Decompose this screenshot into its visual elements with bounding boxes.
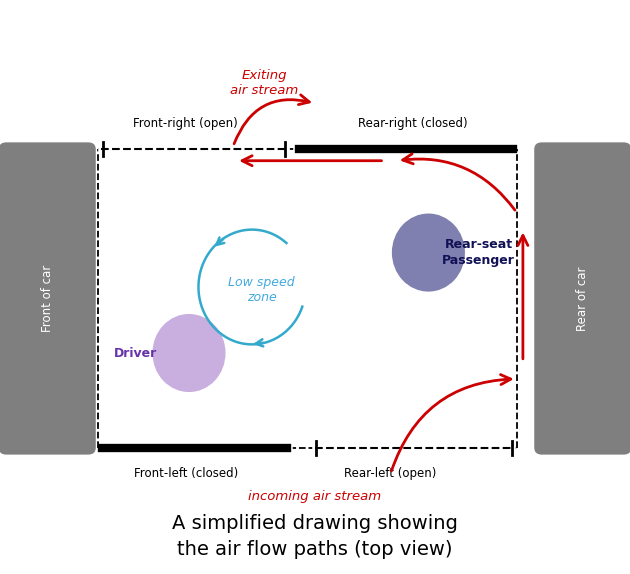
Ellipse shape (152, 314, 226, 392)
Text: Front of car: Front of car (41, 265, 54, 332)
Ellipse shape (392, 214, 465, 292)
Text: Driver: Driver (114, 347, 157, 359)
Text: Exiting
air stream: Exiting air stream (231, 69, 299, 97)
Text: Rear-right (closed): Rear-right (closed) (358, 117, 467, 130)
Text: incoming air stream: incoming air stream (248, 490, 382, 503)
Text: Rear-left (open): Rear-left (open) (345, 467, 437, 480)
Text: Rear-seat
Passenger: Rear-seat Passenger (442, 238, 515, 267)
Text: Rear of car: Rear of car (576, 266, 589, 331)
FancyBboxPatch shape (0, 142, 96, 455)
FancyBboxPatch shape (534, 142, 630, 455)
Text: Low speed
zone: Low speed zone (228, 276, 295, 304)
Text: A simplified drawing showing
the air flow paths (top view): A simplified drawing showing the air flo… (172, 514, 458, 560)
Text: Front-right (open): Front-right (open) (134, 117, 238, 130)
Text: Front-left (closed): Front-left (closed) (134, 467, 238, 480)
